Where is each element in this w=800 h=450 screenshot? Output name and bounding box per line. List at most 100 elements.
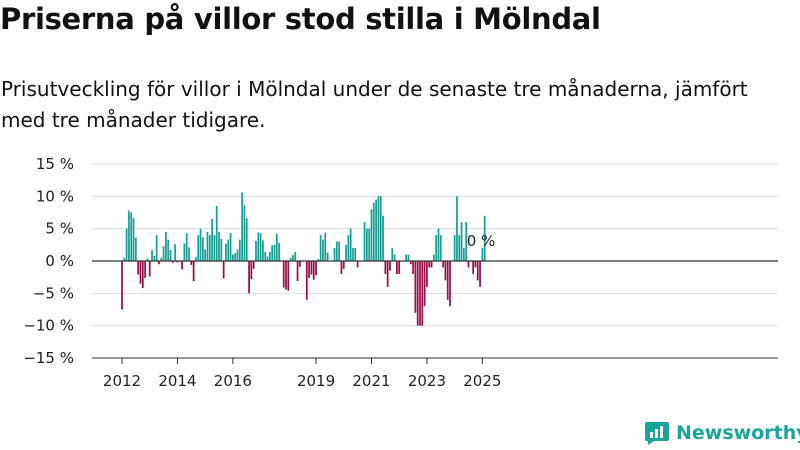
bar — [282, 261, 285, 288]
bar — [463, 248, 465, 261]
bar — [139, 261, 142, 284]
bar — [405, 254, 407, 261]
bar — [158, 261, 160, 265]
bar — [444, 261, 447, 281]
bar — [132, 218, 135, 261]
bar — [437, 228, 440, 261]
bar — [299, 261, 301, 267]
y-tick-label: −15 % — [23, 349, 74, 367]
bar — [123, 257, 126, 261]
y-tick-label: 0 % — [45, 252, 74, 270]
bar — [435, 235, 438, 261]
bar — [167, 239, 170, 261]
bar — [185, 233, 188, 261]
bar — [213, 235, 216, 261]
bar — [338, 241, 341, 261]
bar — [439, 235, 442, 261]
bar — [423, 261, 426, 307]
bar — [252, 261, 255, 269]
bars — [121, 192, 486, 326]
bar — [273, 244, 276, 261]
bar — [460, 222, 463, 261]
bar — [227, 239, 230, 261]
newsworthy-logo[interactable]: Newsworthy — [644, 420, 800, 446]
bar — [268, 251, 271, 261]
bar — [310, 261, 313, 275]
x-tick-label: 2023 — [408, 372, 446, 390]
bar — [183, 243, 186, 261]
y-tick-label: 15 % — [36, 155, 74, 173]
bar — [428, 261, 431, 268]
bar — [335, 241, 338, 261]
brand-name: Newsworthy — [676, 422, 800, 444]
bar — [472, 261, 474, 274]
y-tick-label: 5 % — [45, 220, 74, 238]
bar — [456, 196, 458, 261]
bar — [141, 261, 144, 289]
bar — [368, 228, 371, 261]
bar — [432, 254, 435, 261]
bar — [479, 261, 481, 287]
bar — [317, 259, 320, 261]
bar — [160, 257, 163, 261]
bar — [322, 239, 324, 261]
bar — [236, 249, 239, 261]
bar — [204, 249, 207, 261]
bar — [192, 261, 195, 282]
bar — [349, 228, 352, 261]
x-tick-label: 2014 — [158, 372, 196, 390]
latest-value-label: 0 % — [467, 232, 496, 250]
bar — [467, 261, 470, 268]
y-tick-label: −5 % — [33, 284, 74, 302]
x-tick-label: 2025 — [463, 372, 501, 390]
bar — [171, 261, 174, 263]
bar — [225, 243, 227, 261]
bar — [386, 261, 389, 287]
bar — [333, 248, 336, 261]
bar — [340, 261, 343, 274]
bar — [352, 248, 354, 261]
bar — [169, 250, 172, 261]
bar — [248, 261, 250, 294]
bar — [363, 222, 366, 261]
bar — [245, 218, 248, 261]
bar — [319, 235, 322, 261]
bar — [208, 235, 211, 261]
y-tick-label: −10 % — [23, 317, 74, 335]
bar — [255, 240, 257, 261]
bar — [354, 248, 357, 261]
bar — [315, 261, 317, 276]
bar — [195, 257, 197, 261]
chart-subtitle: Prisutveckling för villor i Mölndal unde… — [1, 77, 748, 132]
annotations: 0 % — [467, 232, 496, 250]
bar — [409, 261, 412, 265]
chart-title: Priserna på villor stod stilla i Mölndal — [0, 2, 601, 36]
bar — [481, 248, 484, 261]
bar — [324, 232, 327, 261]
bar — [199, 228, 202, 261]
y-tick-label: 10 % — [36, 187, 74, 205]
bar — [289, 257, 292, 261]
bar — [174, 244, 176, 261]
bar — [266, 256, 269, 261]
bar — [250, 261, 253, 280]
bar — [201, 237, 204, 261]
bar — [419, 261, 421, 326]
bar — [391, 248, 394, 261]
bar — [382, 215, 384, 261]
bar — [278, 242, 280, 261]
bar — [215, 206, 218, 261]
bar — [264, 251, 267, 261]
bar — [190, 261, 193, 265]
y-axis-labels: 15 % 10 % 5 % 0 % −5 % −10 % −15 % — [23, 155, 74, 367]
bar — [271, 245, 274, 261]
bar — [449, 261, 451, 307]
bar — [121, 261, 123, 310]
bar — [414, 261, 417, 313]
bar — [128, 210, 130, 261]
bar — [342, 261, 345, 269]
bar — [134, 237, 137, 261]
bar — [370, 209, 373, 261]
bar — [259, 233, 262, 261]
bar — [137, 261, 140, 275]
